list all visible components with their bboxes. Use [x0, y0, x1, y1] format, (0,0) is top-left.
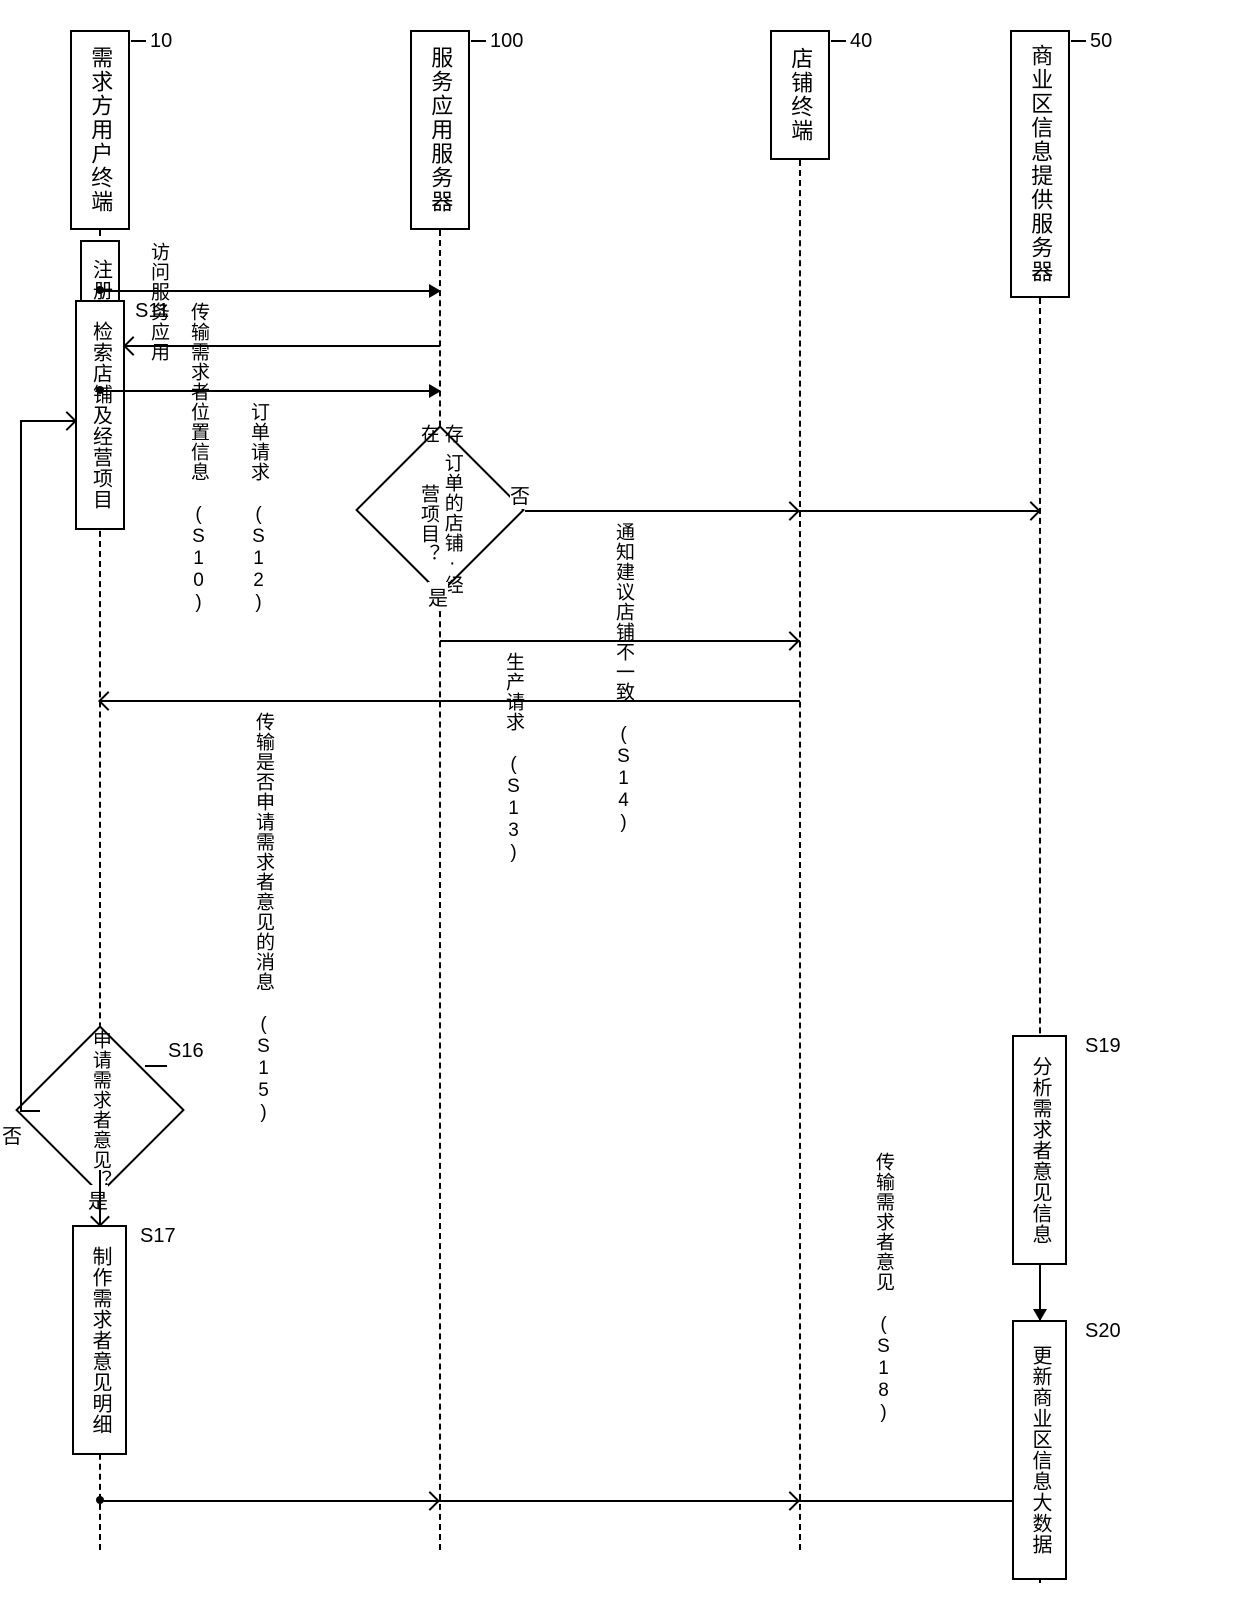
- lane-header-info: 商业区信息提供服务器: [1010, 30, 1070, 298]
- lane-ref-info: 50: [1090, 30, 1112, 53]
- s14-arrow-info: [1021, 501, 1041, 521]
- box-s11: 检索店铺及经营项目: [75, 300, 125, 530]
- d2-no-arrow: [57, 411, 77, 431]
- lane-header-store: 店铺终端: [770, 30, 830, 160]
- s14-arrow-store: [780, 501, 800, 521]
- lifeline-store: [799, 160, 801, 1550]
- step-s11: S11: [135, 300, 169, 323]
- ref-connector: [831, 40, 846, 42]
- step-s20: S20: [1085, 1320, 1121, 1343]
- box-label: 检索店铺及经营项目: [88, 321, 113, 510]
- msg-s10-label: 传输需求者位置信息 (S10): [185, 300, 212, 616]
- s18-arrow-store: [780, 1491, 800, 1511]
- ref-connector: [1071, 40, 1086, 42]
- d2-no-h1: [20, 1110, 40, 1112]
- msg-s18-label: 传输需求者意见 (S18): [870, 1150, 897, 1426]
- lane-header-app: 服务应用服务器: [410, 30, 470, 230]
- msg-s18: [100, 1500, 1040, 1502]
- s11-return-arrow: [123, 336, 143, 356]
- s11-return: [125, 345, 440, 347]
- msg-s12: [100, 390, 440, 392]
- msg-s13-label: 生产请求 (S13): [500, 650, 527, 866]
- box-s19: 分析需求者意见信息: [1012, 1035, 1067, 1265]
- lane-ref-app: 100: [490, 30, 523, 53]
- lane-header-label: 服务应用服务器: [426, 46, 455, 214]
- lane-header-label: 店铺终端: [786, 47, 815, 143]
- s18-arrow-app: [420, 1491, 440, 1511]
- d1-no: 否: [510, 480, 530, 509]
- box-label: 制作需求者意见明细: [87, 1246, 112, 1435]
- box-label: 更新商业区信息大数据: [1027, 1345, 1052, 1555]
- lane-ref-store: 40: [850, 30, 872, 53]
- lane-header-label: 商业区信息提供服务器: [1026, 44, 1055, 284]
- lane-ref-demand: 10: [150, 30, 172, 53]
- s15-arrow: [98, 691, 118, 711]
- msg-s10: [100, 290, 440, 292]
- ref-connector: [131, 40, 146, 42]
- lane-header-label: 需求方用户终端: [86, 46, 115, 214]
- step-s16: S16: [168, 1040, 204, 1063]
- lane-header-demand: 需求方用户终端: [70, 30, 130, 230]
- msg-s13: [440, 640, 800, 642]
- step-s19: S19: [1085, 1035, 1121, 1058]
- msg-s15: [100, 700, 800, 702]
- d1-yes: 是: [428, 582, 448, 611]
- msg-s12-label: 订单请求 (S12): [245, 400, 272, 616]
- msg-s15-label: 传输是否申请需求者意见的消息 (S15): [250, 710, 277, 1126]
- d2-no: 否: [2, 1120, 22, 1149]
- box-s17: 制作需求者意见明细: [72, 1225, 127, 1455]
- box-label: 注册: [88, 259, 113, 301]
- d2-no-v: [20, 420, 22, 1112]
- ref-connector: [471, 40, 486, 42]
- box-label: 分析需求者意见信息: [1027, 1056, 1052, 1245]
- msg-s14-label: 通知建议店铺不一致 (S14): [610, 520, 637, 836]
- s13-arrow: [780, 631, 800, 651]
- s19-to-s20: [1039, 1265, 1041, 1320]
- box-s20: 更新商业区信息大数据: [1012, 1320, 1067, 1580]
- step-s17: S17: [140, 1225, 176, 1248]
- diamond-d1: [355, 425, 525, 595]
- s16-connector: [145, 1065, 167, 1067]
